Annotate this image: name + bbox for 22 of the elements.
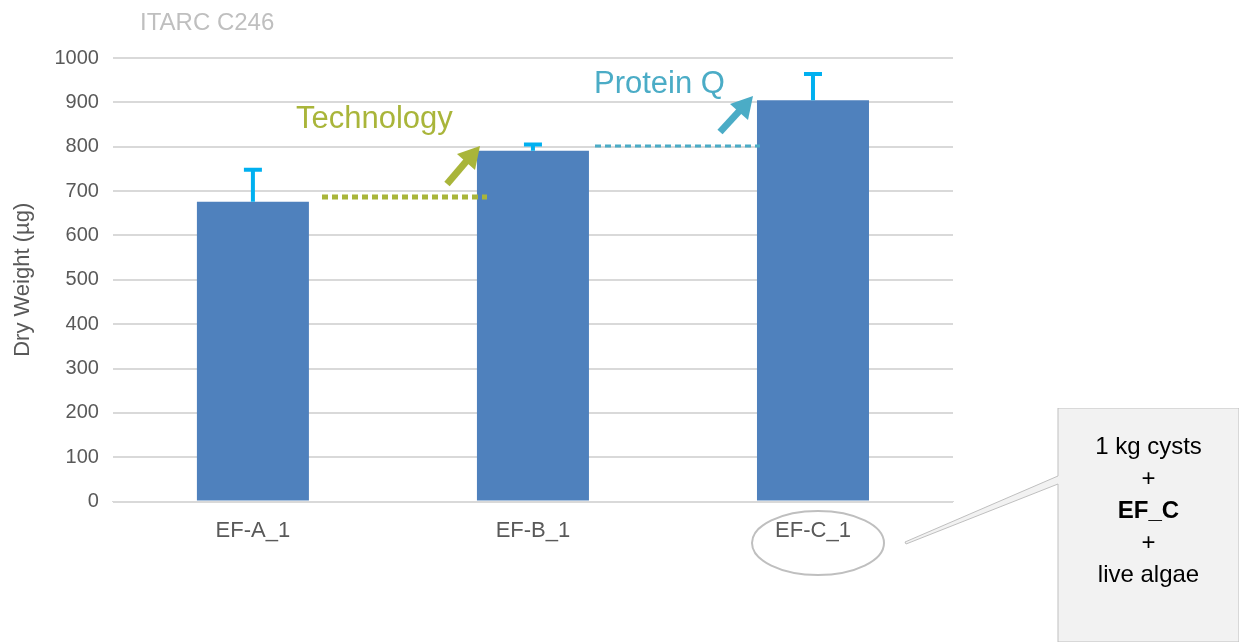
x-tick-label: EF-A_1 xyxy=(215,516,291,542)
text: 1 kg cysts + EF_C + live algae xyxy=(1094,431,1203,589)
y-tick-label: 300 xyxy=(65,356,99,379)
y-tick-label: 0 xyxy=(87,489,99,512)
bar xyxy=(756,100,869,501)
y-tick-label: 700 xyxy=(65,178,99,201)
bar xyxy=(476,150,589,501)
y-tick-label: 100 xyxy=(65,444,99,467)
annotation: Protein Q xyxy=(594,65,725,101)
chart-title: ITARC C246 xyxy=(140,8,275,36)
y-tick-label: 900 xyxy=(65,89,99,112)
y-tick-label: 200 xyxy=(65,400,99,423)
bar xyxy=(196,201,309,501)
y-tick-label: 1000 xyxy=(54,45,99,68)
y-tick-label: 500 xyxy=(65,267,99,290)
y-tick-label: 600 xyxy=(65,222,99,245)
annotation: Technology xyxy=(296,100,453,136)
y-tick-label: 800 xyxy=(65,134,99,157)
y-tick-label: 400 xyxy=(65,311,99,334)
x-tick-label: EF-B_1 xyxy=(495,516,571,542)
y-axis-title: Dry Weight (µg) xyxy=(9,202,35,357)
x-tick-label: EF-C_1 xyxy=(775,516,851,542)
